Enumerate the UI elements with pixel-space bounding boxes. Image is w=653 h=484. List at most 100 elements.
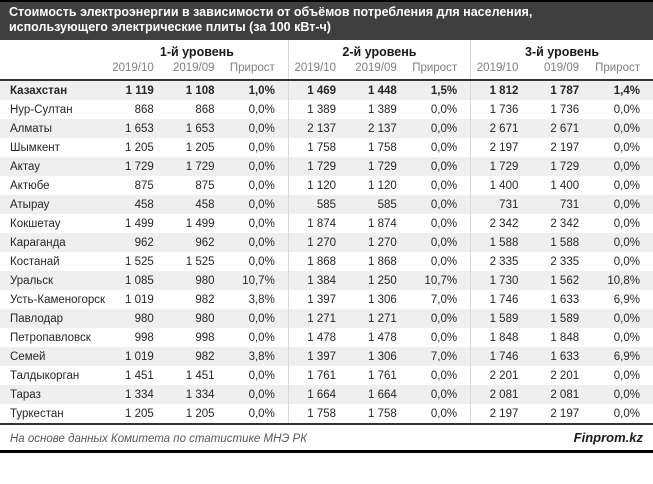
region-cell: Нур-Султан xyxy=(10,103,73,116)
value-cell: 0,0% xyxy=(248,255,275,268)
table-row: Атырау 458 458 0,0% 585 585 0,0% 731 731… xyxy=(0,195,653,214)
table-row: Костанай 1 525 1 525 0,0% 1 868 1 868 0,… xyxy=(0,252,653,271)
value-cell: 6,9% xyxy=(613,350,640,363)
value-cell: 0,0% xyxy=(430,179,458,192)
value-cell: 1 384 xyxy=(287,271,350,290)
value-cell: 1 270 xyxy=(287,233,350,252)
value-cell: 0,0% xyxy=(430,141,458,154)
value-cell: 0,0% xyxy=(248,236,275,249)
value-cell: 2 197 xyxy=(550,141,580,154)
region-cell: Туркестан xyxy=(0,404,106,425)
value-cell: 7,0% xyxy=(430,293,458,306)
group-header-level3: 3-й уровень xyxy=(470,40,653,59)
region-cell: Петропавловск xyxy=(10,331,91,344)
value-cell: 1 664 xyxy=(287,385,350,404)
region-cell: Уральск xyxy=(10,274,54,287)
value-cell: 1 085 xyxy=(124,274,154,287)
value-cell: 1 868 xyxy=(368,255,397,268)
value-cell: 1 306 xyxy=(368,350,397,363)
col-header-l1-growth: Прирост xyxy=(227,59,289,81)
value-cell: 2 197 xyxy=(470,138,532,157)
value-cell: 2 201 xyxy=(470,366,532,385)
value-cell: 1 562 xyxy=(550,274,580,287)
value-cell: 2 137 xyxy=(368,122,397,135)
value-cell: 0,0% xyxy=(248,122,275,135)
value-cell: 6,9% xyxy=(613,293,640,306)
value-cell: 458 xyxy=(195,198,215,211)
table-footer: На основе данных Комитета по статистике … xyxy=(0,425,653,449)
value-cell: 1 848 xyxy=(470,328,532,347)
value-cell: 2 671 xyxy=(470,119,532,138)
value-cell: 0,0% xyxy=(430,312,458,325)
value-cell: 3,8% xyxy=(248,293,275,306)
value-cell: 875 xyxy=(195,179,215,192)
value-cell: 1,5% xyxy=(430,84,458,97)
value-cell: 1 758 xyxy=(287,404,350,425)
table-header: 1-й уровень 2-й уровень 3-й уровень 2019… xyxy=(0,40,653,81)
region-cell: Костанай xyxy=(10,255,60,268)
table-row: Тараз 1 334 1 334 0,0% 1 664 1 664 0,0% … xyxy=(0,385,653,404)
value-cell: 2 081 xyxy=(470,385,532,404)
value-cell: 1 633 xyxy=(550,293,580,306)
value-cell: 0,0% xyxy=(613,331,640,344)
value-cell: 1 469 xyxy=(287,80,350,100)
value-cell: 1 478 xyxy=(287,328,350,347)
value-cell: 1 019 xyxy=(124,350,154,363)
value-cell: 1 653 xyxy=(185,122,215,135)
value-cell: 1 736 xyxy=(470,100,532,119)
value-cell: 962 xyxy=(134,236,154,249)
value-cell: 1 271 xyxy=(287,309,350,328)
value-cell: 1 306 xyxy=(368,293,397,306)
table-row: Талдыкорган 1 451 1 451 0,0% 1 761 1 761… xyxy=(0,366,653,385)
region-cell: Атырау xyxy=(10,198,50,211)
value-cell: 1 397 xyxy=(287,347,350,366)
value-cell: 1 525 xyxy=(124,255,154,268)
value-cell: 0,0% xyxy=(430,369,458,382)
value-cell: 1 729 xyxy=(550,160,580,173)
value-cell: 0,0% xyxy=(613,198,640,211)
value-cell: 7,0% xyxy=(430,350,458,363)
region-cell: Актюбе xyxy=(10,179,50,192)
region-cell: Караганда xyxy=(10,236,66,249)
value-cell: 1 787 xyxy=(550,84,580,97)
value-cell: 0,0% xyxy=(613,122,640,135)
value-cell: 0,0% xyxy=(430,103,458,116)
value-cell: 10,7% xyxy=(242,274,275,287)
table-row: Казахстан 1 119 1 108 1,0% 1 469 1 448 1… xyxy=(0,80,653,100)
value-cell: 0,0% xyxy=(592,404,653,425)
value-cell: 0,0% xyxy=(248,369,275,382)
value-cell: 1 761 xyxy=(368,369,397,382)
region-cell: Кокшетау xyxy=(10,217,61,230)
value-cell: 1 761 xyxy=(287,366,350,385)
value-cell: 1 729 xyxy=(287,157,350,176)
value-cell: 0,0% xyxy=(248,103,275,116)
value-cell: 1 730 xyxy=(470,271,532,290)
value-cell: 0,0% xyxy=(613,388,640,401)
value-cell: 1 397 xyxy=(287,290,350,309)
value-cell: 0,0% xyxy=(248,160,275,173)
value-cell: 1 448 xyxy=(368,84,397,97)
value-cell: 731 xyxy=(470,195,532,214)
value-cell: 998 xyxy=(195,331,215,344)
value-cell: 2 335 xyxy=(470,252,532,271)
value-cell: 0,0% xyxy=(613,255,640,268)
value-cell: 0,0% xyxy=(430,217,458,230)
value-cell: 731 xyxy=(559,198,580,211)
value-cell: 998 xyxy=(134,331,154,344)
value-cell: 1 499 xyxy=(185,217,215,230)
group-header-level1: 1-й уровень xyxy=(159,45,234,59)
value-cell: 980 xyxy=(195,274,215,287)
col-header-l1-current: 2019/10 xyxy=(106,59,167,81)
value-cell: 1 334 xyxy=(185,388,215,401)
value-cell: 1 868 xyxy=(287,252,350,271)
brand-logo-text: Finprom.kz xyxy=(573,430,643,445)
table-row: Кокшетау 1 499 1 499 0,0% 1 874 1 874 0,… xyxy=(0,214,653,233)
value-cell: 0,0% xyxy=(613,236,640,249)
table-title-line2: использующего электрические плиты (за 10… xyxy=(9,20,331,34)
value-cell: 0,0% xyxy=(430,331,458,344)
value-cell: 0,0% xyxy=(248,198,275,211)
table-row: Алматы 1 653 1 653 0,0% 2 137 2 137 0,0%… xyxy=(0,119,653,138)
table-row: Семей 1 019 982 3,8% 1 397 1 306 7,0% 1 … xyxy=(0,347,653,366)
value-cell: 1 205 xyxy=(166,404,228,425)
value-cell: 1 746 xyxy=(470,290,532,309)
